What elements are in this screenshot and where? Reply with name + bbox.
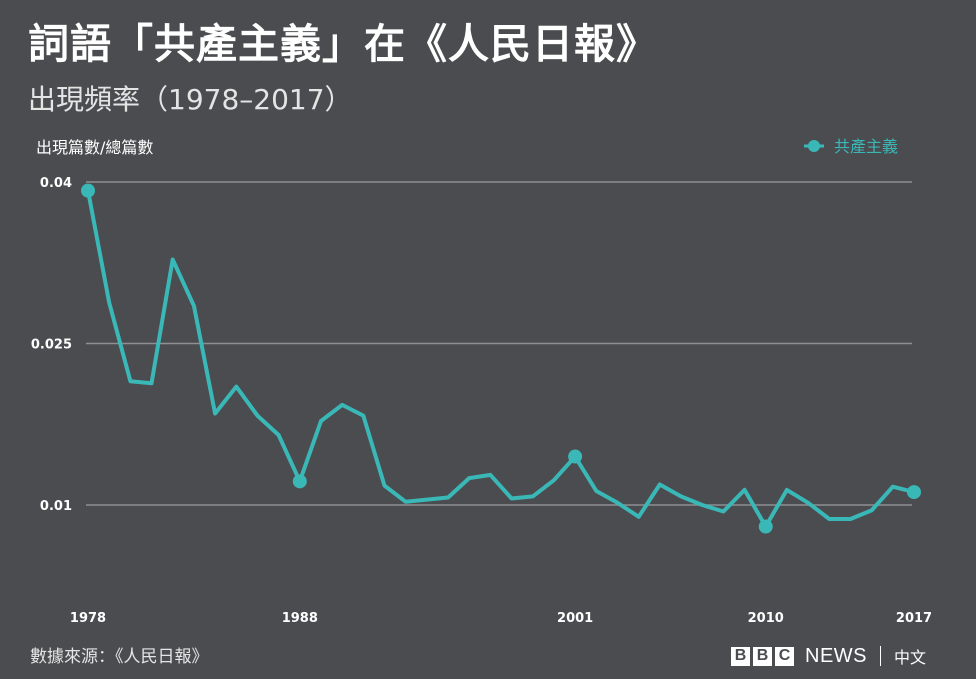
- chart-title: 詞語「共產主義」在《人民日報》: [28, 20, 658, 68]
- data-point-2001: [568, 449, 583, 464]
- x-tick-label: 2017: [896, 611, 932, 626]
- data-point-2017: [907, 485, 921, 500]
- y-tick-labels: 0.04 0.025 0.01: [31, 176, 72, 514]
- series-line: [86, 188, 916, 529]
- x-tick-label: 1978: [70, 611, 106, 626]
- source-note: 數據來源：《人民日報》: [30, 647, 209, 667]
- legend-marker: [808, 140, 820, 152]
- y-axis-label: 出現篇數/總篇數: [36, 138, 153, 157]
- bbc-letter-1: B: [731, 646, 750, 666]
- chart-subtitle: 出現頻率（1978–2017）: [28, 83, 353, 116]
- y-tick-label: 0.025: [31, 338, 72, 353]
- bbc-news-logo: B B C NEWS 中文: [731, 644, 926, 668]
- y-tick-label: 0.04: [40, 176, 72, 191]
- x-tick-label: 2010: [748, 611, 784, 626]
- gridlines: [86, 181, 912, 506]
- data-point-1978: [81, 183, 95, 198]
- logo-separator: [880, 646, 881, 666]
- data-point-2010: [758, 519, 773, 534]
- x-tick-labels: 1978 1988 2001 2010 2017: [70, 611, 932, 626]
- y-tick-label: 0.01: [40, 499, 72, 514]
- series-group: [81, 183, 921, 534]
- legend: 共產主義: [804, 137, 898, 156]
- legend-label: 共產主義: [834, 137, 898, 156]
- bbc-letter-3: C: [775, 646, 794, 666]
- data-point-1988: [292, 474, 307, 489]
- bbc-letter-2: B: [753, 646, 772, 666]
- x-tick-label: 1988: [282, 611, 318, 626]
- logo-language: 中文: [894, 648, 927, 667]
- logo-news-text: NEWS: [805, 644, 867, 667]
- x-tick-label: 2001: [557, 611, 593, 626]
